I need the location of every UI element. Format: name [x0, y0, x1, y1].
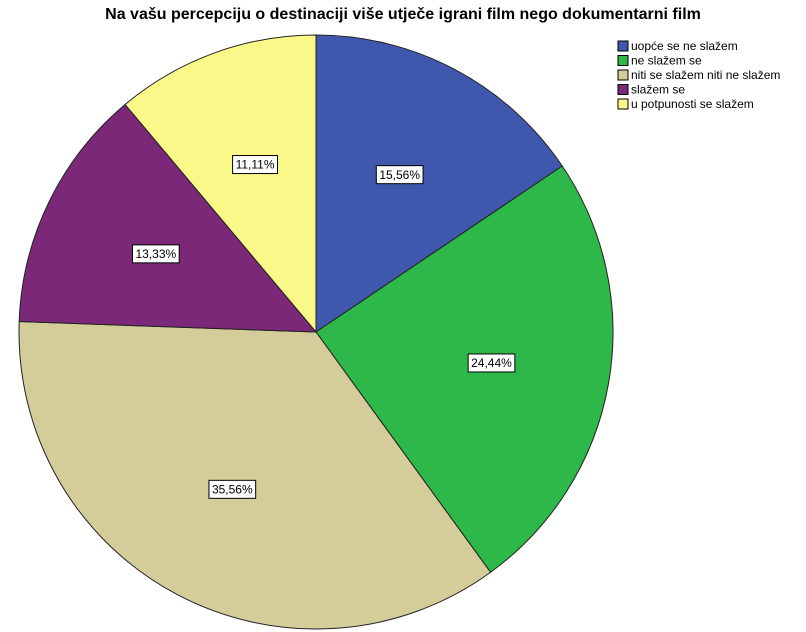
data-label-box [232, 155, 279, 175]
data-label-box [131, 244, 180, 264]
data-label-box [208, 479, 257, 499]
legend-label: uopće se ne slažem [631, 39, 738, 53]
data-label: 15,56% [379, 168, 420, 182]
data-label: 24,44% [471, 356, 512, 370]
legend-swatch [617, 55, 629, 66]
legend-swatch [617, 84, 629, 95]
legend-label: slažem se [631, 83, 685, 97]
pie-slice [315, 34, 563, 333]
legend-label: u potpunosti se slažem [631, 97, 754, 111]
pie-slice [124, 34, 317, 334]
legend-label: ne slažem se [631, 54, 702, 68]
pie-slice [18, 321, 492, 630]
data-label-box [467, 353, 516, 373]
data-label: 11,11% [236, 158, 275, 172]
chart-title: Na vašu percepciju o destinaciji više ut… [105, 6, 701, 23]
pie-slice [315, 165, 614, 573]
data-label-box [375, 165, 424, 185]
pie-slice [18, 103, 318, 333]
legend-label: niti se slažem niti ne slažem [631, 68, 780, 82]
legend-swatch [617, 40, 629, 52]
legend-swatch [617, 69, 629, 81]
data-label: 35,56% [212, 483, 253, 497]
legend-swatch [617, 98, 629, 110]
data-label: 13,33% [135, 247, 176, 261]
